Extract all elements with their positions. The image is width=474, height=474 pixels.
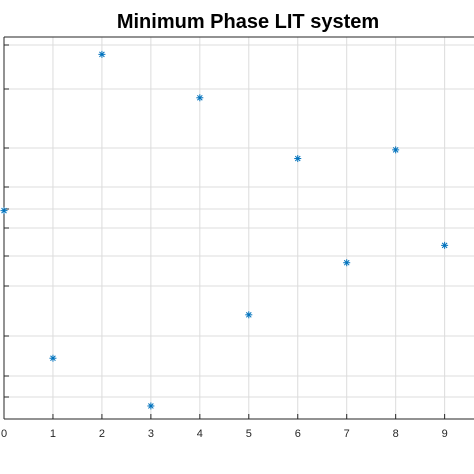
- data-point-marker: [441, 241, 449, 249]
- x-tick-label: 7: [344, 428, 350, 440]
- x-tick-label: 8: [393, 428, 399, 440]
- axes: [3, 36, 474, 420]
- data-point-marker: [294, 155, 302, 163]
- data-points: [0, 50, 449, 410]
- data-point-marker: [147, 402, 155, 410]
- x-tick-label: 1: [50, 428, 56, 440]
- x-tick-label: 4: [197, 428, 203, 440]
- x-tick-label: 6: [295, 428, 301, 440]
- data-point-marker: [0, 207, 8, 215]
- grid: [3, 37, 474, 419]
- x-tick-label: 2: [99, 428, 105, 440]
- x-tick-label: 9: [442, 428, 448, 440]
- x-tick-label: 0: [1, 428, 7, 440]
- data-point-marker: [49, 354, 57, 362]
- x-tick-label: 5: [246, 428, 252, 440]
- x-tick-labels: 0 1 2 3 4 5 6 7 8 9: [1, 428, 448, 440]
- chart-title: Minimum Phase LIT system: [117, 11, 379, 33]
- data-point-marker: [392, 146, 400, 154]
- data-point-marker: [245, 311, 253, 319]
- data-point-marker: [98, 50, 106, 58]
- data-point-marker: [343, 259, 351, 267]
- x-tick-label: 3: [148, 428, 154, 440]
- data-point-marker: [196, 94, 204, 102]
